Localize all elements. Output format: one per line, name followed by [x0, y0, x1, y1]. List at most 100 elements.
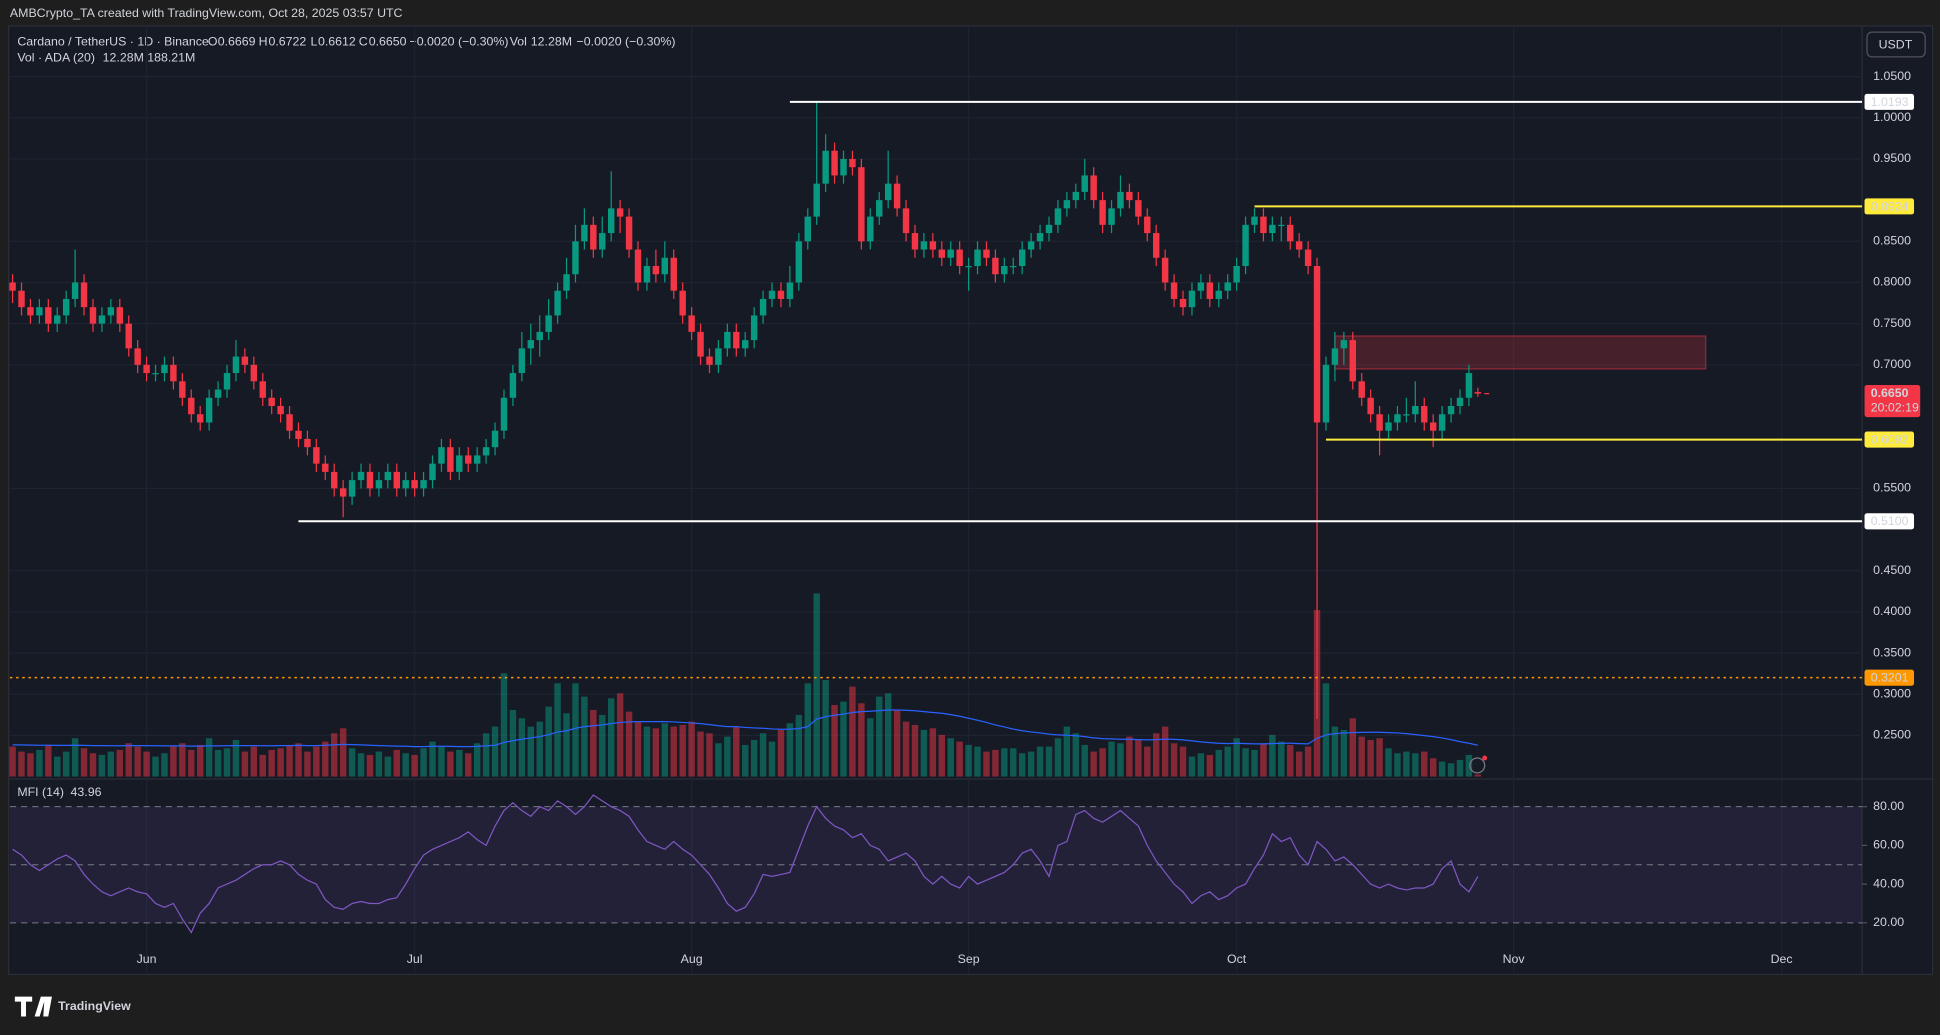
candle-body [661, 257, 669, 275]
volume-bar [1403, 751, 1410, 777]
candle-body [733, 331, 740, 349]
volume-bar [491, 726, 499, 777]
candle-body [36, 307, 43, 316]
volume-bar [1054, 738, 1062, 777]
volume-bar [1340, 729, 1348, 777]
volume-bar [884, 693, 892, 777]
candle-body [1358, 381, 1365, 398]
candle-body [527, 340, 535, 349]
candle-body [715, 348, 722, 365]
candle-body [1063, 200, 1071, 209]
volume-bar [80, 748, 88, 777]
volume-bar [36, 749, 43, 777]
candle-body [1421, 405, 1428, 423]
volume-bar [384, 756, 392, 777]
volume-bar [786, 723, 794, 777]
volume-bar [590, 709, 597, 777]
volume-bar [1322, 683, 1330, 777]
volume-bar [1144, 746, 1151, 777]
volume-bar [536, 721, 543, 777]
candle-body [634, 249, 642, 283]
volume-bar [1152, 733, 1160, 777]
candle-body [241, 356, 249, 365]
candle-body [1054, 208, 1062, 225]
candle-body [795, 241, 803, 283]
x-tick-label: Jul [407, 952, 423, 966]
volume-bar [831, 704, 838, 777]
volume-bar [134, 746, 141, 777]
currency-button[interactable] [1866, 31, 1926, 58]
volume-bar [956, 741, 963, 777]
candle-body [509, 373, 517, 398]
volume-bar [804, 683, 811, 777]
candle-body [1188, 290, 1196, 308]
volume-bar [250, 746, 258, 777]
level-tag [1864, 513, 1915, 530]
volume-bar [161, 753, 168, 777]
currency-label[interactable]: USDT [1879, 37, 1913, 51]
price-tag-label: 0.6650 [1871, 386, 1909, 400]
volume-bar [652, 728, 660, 777]
candle-body [339, 488, 347, 497]
legend-key: H [259, 34, 268, 48]
volume-bar [375, 751, 383, 777]
candle-body [1456, 397, 1464, 406]
volume-bar [313, 746, 320, 777]
candle-body [938, 249, 945, 258]
volume-bar [581, 696, 588, 777]
candle-body [1269, 224, 1276, 234]
volume-bar [1063, 726, 1071, 777]
candle-body [196, 414, 204, 423]
volume-bar [447, 751, 454, 777]
level-tag [1864, 669, 1915, 686]
candle-body [1287, 224, 1294, 242]
volume-bar [1045, 746, 1053, 777]
candle-body [1474, 392, 1482, 394]
level-tag-label: 0.5100 [1871, 514, 1909, 528]
candle-body [920, 241, 928, 250]
volume-bar [357, 753, 365, 777]
volume-bar [742, 744, 749, 777]
legend-value: 0.6650 [369, 34, 407, 48]
candle-body [80, 282, 88, 308]
candle-body [1010, 266, 1017, 268]
candle-body [268, 397, 275, 406]
volume-bar [974, 746, 981, 777]
x-tick-label: Aug [681, 952, 703, 966]
candle-body [965, 266, 972, 268]
volume-bar [679, 724, 686, 777]
volume-bar [241, 751, 249, 777]
candle-body [947, 249, 954, 258]
volume-bar [661, 723, 669, 777]
candle-body [706, 356, 713, 365]
legend-value: 12.28M [103, 50, 144, 64]
candle-body [1322, 364, 1330, 423]
volume-ma [12, 709, 1478, 748]
volume-bar [1269, 734, 1276, 777]
volume-bar [759, 733, 767, 777]
candle-body [1215, 290, 1222, 299]
volume-bar [1161, 726, 1169, 777]
volume-bar [1260, 743, 1267, 777]
candle-body [223, 373, 231, 390]
volume-bar [1376, 738, 1383, 777]
candle-body [1081, 175, 1088, 192]
candle-body [545, 315, 552, 332]
volume-bar [768, 741, 776, 777]
volume-bar [1018, 753, 1026, 777]
volume-bar [295, 743, 302, 777]
volume-bar [1358, 736, 1365, 777]
candle-body [1036, 233, 1044, 242]
legend-key: C [359, 34, 368, 48]
volume-bar [1304, 746, 1312, 777]
candle-body [232, 356, 240, 374]
candle-body [688, 315, 695, 332]
candle-body [482, 447, 490, 456]
volume-bar [107, 751, 115, 777]
volume-bar [500, 673, 508, 777]
volume-bar [572, 683, 579, 777]
volume-bar [822, 679, 829, 777]
volume-bar [1036, 746, 1044, 777]
mfi-title: MFI (14) [17, 785, 64, 799]
candle-body [822, 150, 829, 184]
